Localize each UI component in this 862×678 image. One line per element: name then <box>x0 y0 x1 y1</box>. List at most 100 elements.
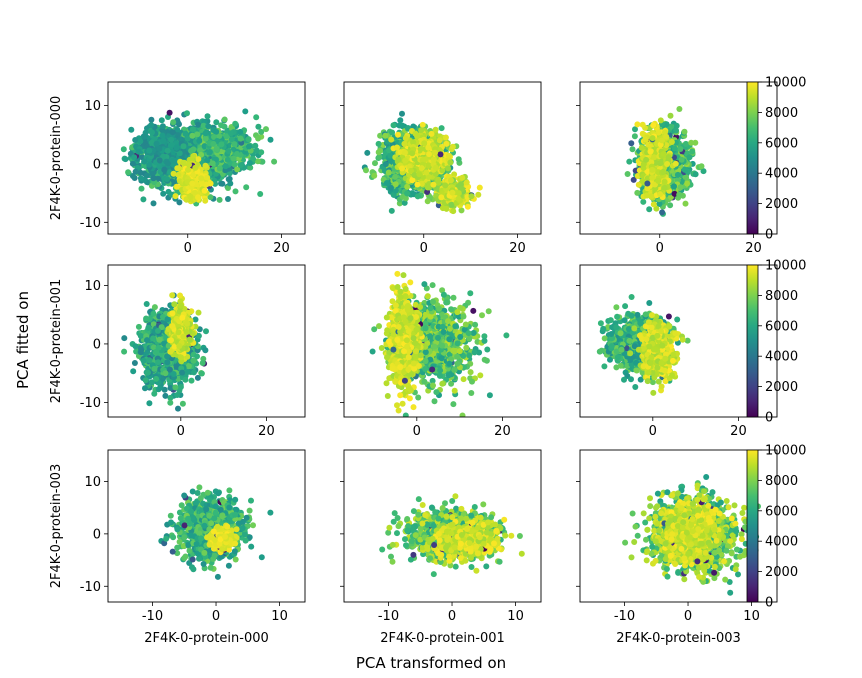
scatter-point <box>463 179 470 186</box>
scatter-point <box>173 144 180 151</box>
scatter-point <box>363 167 369 174</box>
scatter-points <box>361 110 483 215</box>
panel-r0-c1: 0 20 <box>340 81 542 256</box>
scatter-point <box>438 125 445 132</box>
scatter-point <box>190 153 197 160</box>
scatter-point <box>402 157 409 164</box>
scatter-point <box>176 199 183 206</box>
scatter-point <box>172 193 179 200</box>
scatter-point <box>188 147 195 154</box>
scatter-point <box>404 183 411 190</box>
scatter-point <box>442 134 449 141</box>
scatter-point <box>676 106 683 112</box>
scatter-point <box>258 149 265 156</box>
scatter-point <box>395 131 401 138</box>
scatter-point <box>446 152 452 159</box>
scatter-point <box>447 159 454 166</box>
scatter-point <box>205 123 212 130</box>
y-tick-label: -10 <box>80 216 101 231</box>
scatter-point <box>411 172 418 179</box>
scatter-point <box>246 160 253 166</box>
scatter-point <box>435 179 442 186</box>
scatter-point <box>225 196 231 202</box>
scatter-point <box>225 148 232 155</box>
scatter-point <box>389 129 396 136</box>
scatter-point <box>132 168 139 175</box>
scatter-point <box>218 122 225 129</box>
scatter-point <box>219 180 226 187</box>
scatter-point <box>388 136 395 143</box>
scatter-point <box>146 147 153 154</box>
scatter-point <box>448 201 455 208</box>
scatter-point <box>441 199 448 206</box>
scatter-point <box>455 195 462 202</box>
scatter-point <box>180 143 187 150</box>
scatter-point <box>449 143 456 150</box>
axes-frame <box>107 81 306 235</box>
scatter-point <box>418 145 425 152</box>
scatter-point <box>225 185 231 191</box>
scatter-point <box>667 112 674 119</box>
scatter-point <box>629 146 636 153</box>
scatter-point <box>418 180 425 187</box>
scatter-point <box>207 194 214 201</box>
scatter-point <box>388 184 394 191</box>
scatter-point <box>404 190 411 197</box>
scatter-point <box>138 185 145 192</box>
scatter-point <box>364 149 371 156</box>
scatter-point <box>226 170 233 177</box>
scatter-point <box>189 126 196 133</box>
scatter-point <box>271 158 278 165</box>
scatter-point <box>182 130 189 137</box>
scatter-point <box>190 171 197 178</box>
y-tick-label: 10 <box>84 99 101 114</box>
scatter-point <box>439 167 446 174</box>
scatter-point <box>386 147 392 154</box>
scatter-point <box>250 156 257 162</box>
scatter-point <box>158 117 165 124</box>
scatter-point <box>267 136 274 143</box>
x-tick-label: 20 <box>509 241 526 256</box>
scatter-point <box>246 143 252 150</box>
scatter-point <box>156 163 163 170</box>
scatter-point <box>237 128 244 135</box>
scatter-point <box>376 153 383 160</box>
scatter-point <box>210 140 217 147</box>
scatter-point <box>198 175 205 182</box>
scatter-point <box>450 208 457 215</box>
scatter-point <box>187 193 194 200</box>
scatter-point <box>159 123 166 130</box>
scatter-point <box>232 120 239 127</box>
scatter-point <box>148 139 155 146</box>
scatter-point <box>667 202 674 209</box>
scatter-point <box>425 173 432 180</box>
scatter-point <box>242 108 249 115</box>
scatter-point <box>174 183 181 190</box>
scatter-point <box>255 123 262 130</box>
scatter-point <box>387 152 394 159</box>
scatter-point <box>148 122 155 128</box>
scatter-point <box>430 156 437 163</box>
scatter-point <box>414 181 421 188</box>
scatter-point <box>448 177 454 184</box>
scatter-point <box>425 144 432 151</box>
scatter-point <box>449 189 456 196</box>
scatter-point <box>184 110 190 117</box>
scatter-point <box>174 165 181 172</box>
scatter-point <box>234 166 241 173</box>
scatter-point <box>160 153 167 160</box>
scatter-point <box>195 194 201 201</box>
scatter-point <box>476 184 483 191</box>
scatter-point <box>421 140 428 147</box>
scatter-point <box>243 184 250 191</box>
scatter-point <box>455 190 462 197</box>
scatter-point <box>382 161 389 168</box>
scatter-point <box>141 158 148 165</box>
scatter-point <box>141 133 148 140</box>
scatter-point <box>455 156 462 163</box>
scatter-point <box>247 164 254 171</box>
scatter-point <box>418 127 425 134</box>
scatter-point <box>475 191 482 198</box>
